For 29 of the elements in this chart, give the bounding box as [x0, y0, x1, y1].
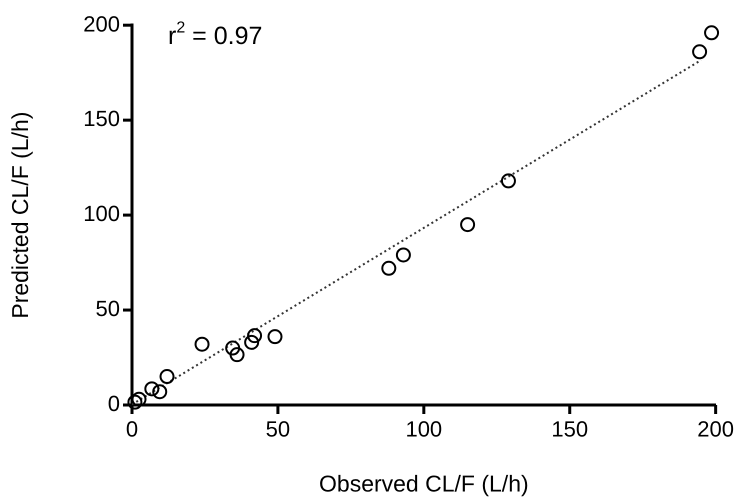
point: [396, 247, 411, 262]
point: [144, 381, 160, 396]
y-tick-label: 200: [83, 11, 120, 36]
y-tick-label: 0: [108, 391, 120, 416]
y-axis-title: Predicted CL/F (L/h): [7, 112, 34, 319]
point: [460, 217, 476, 232]
point: [152, 384, 168, 400]
y-tick-label: 50: [96, 296, 120, 322]
x-tick-label: 100: [405, 416, 442, 442]
point: [381, 260, 396, 276]
x-tick-label: 50: [266, 416, 290, 442]
x-tick-label: 200: [697, 416, 734, 442]
x-tick-label: 0: [126, 416, 138, 442]
x-axis-title: Observed CL/F (L/h): [319, 470, 529, 497]
point: [132, 392, 147, 407]
y-tick-label: 100: [83, 201, 120, 226]
point: [244, 334, 260, 350]
point: [230, 347, 245, 362]
x-tick-label: 150: [551, 416, 588, 442]
point: [267, 329, 282, 344]
y-tick-label: 150: [83, 106, 120, 132]
point: [225, 340, 240, 356]
point: [194, 336, 210, 352]
point: [692, 44, 708, 60]
point: [704, 25, 720, 40]
point: [247, 328, 262, 344]
point: [127, 394, 142, 410]
point: [500, 173, 516, 188]
point: [160, 369, 175, 384]
